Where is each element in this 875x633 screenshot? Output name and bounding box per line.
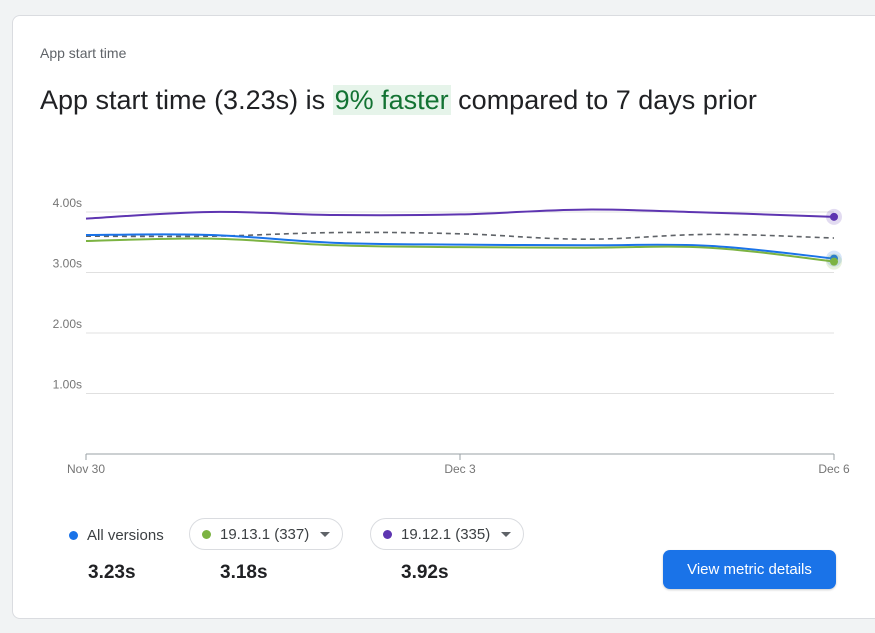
legend-all-versions: All versions	[69, 518, 164, 552]
card-label: App start time	[40, 45, 127, 61]
series-endpoint-19-13-1-337	[830, 257, 838, 266]
line-chart: 1.00s 2.00s 3.00s 4.00s Nov 30 Dec 3 Dec 6	[53, 196, 850, 476]
legend-dot	[202, 529, 211, 539]
series-line-baseline	[85, 231, 835, 241]
x-tick-label: Dec 6	[818, 462, 850, 476]
series-line-19-13-1-337	[85, 237, 835, 263]
y-tick-label: 2.00s	[53, 317, 82, 331]
headline-suffix: compared to 7 days prior	[450, 85, 757, 115]
legend-value-19-12-1: 3.92s	[401, 562, 449, 583]
series-endpoint-19-12-1-335	[830, 212, 838, 221]
y-tick-label: 1.00s	[53, 378, 82, 392]
series-line-19-12-1-335	[85, 208, 835, 220]
headline: App start time (3.23s) is 9% faster comp…	[40, 82, 757, 118]
legend-dot	[383, 529, 392, 539]
legend-label: 19.12.1 (335)	[401, 525, 491, 543]
y-tick-label: 3.00s	[53, 257, 82, 271]
legend-value-19-13-1: 3.18s	[220, 562, 268, 583]
series-line-all-versions	[85, 233, 835, 260]
y-tick-label: 4.00s	[53, 196, 82, 210]
legend-dot	[69, 530, 78, 540]
headline-text: App start time (3.23s) is	[40, 85, 333, 115]
legend-label: 19.13.1 (337)	[220, 525, 310, 543]
x-tick-label: Nov 30	[67, 462, 105, 476]
legend-value-all-versions: 3.23s	[88, 562, 136, 583]
chevron-down-icon	[320, 531, 331, 537]
headline-highlight: 9% faster	[332, 85, 451, 115]
app-start-time-card: App start time App start time (3.23s) is…	[12, 15, 875, 619]
view-metric-details-button[interactable]: View metric details	[663, 550, 836, 589]
legend-label: All versions	[87, 526, 164, 544]
chevron-down-icon	[501, 531, 512, 537]
x-tick-label: Dec 3	[444, 462, 476, 476]
legend-version-dropdown-19-13-1[interactable]: 19.13.1 (337)	[189, 518, 344, 550]
legend-version-dropdown-19-12-1[interactable]: 19.12.1 (335)	[370, 518, 525, 550]
